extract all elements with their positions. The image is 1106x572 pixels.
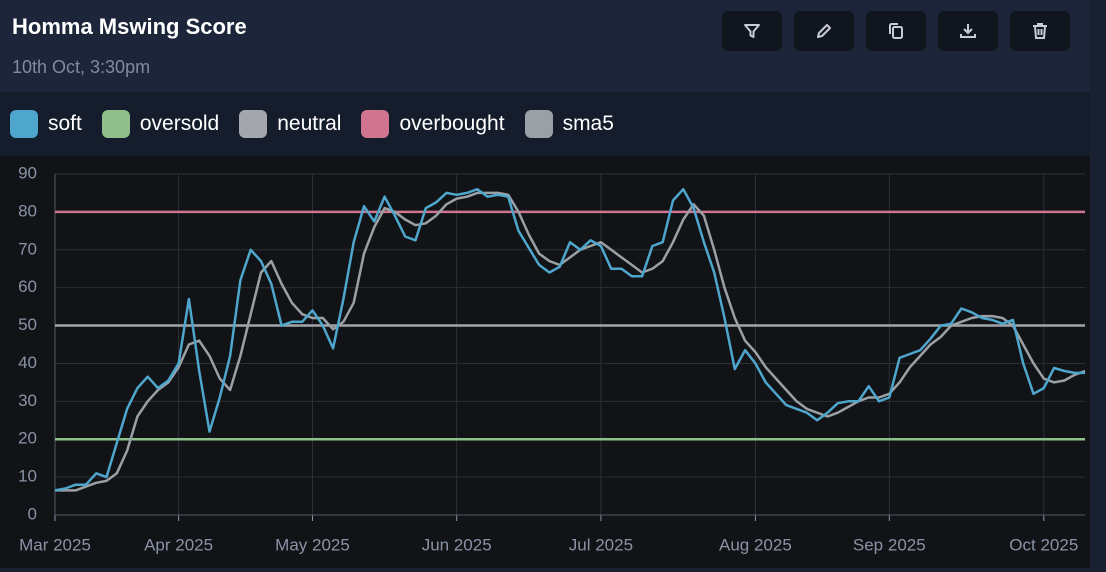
subtitle: 10th Oct, 3:30pm	[12, 57, 151, 77]
x-tick-label: Apr 2025	[144, 535, 213, 554]
x-tick-label: Jun 2025	[422, 535, 492, 554]
legend-label: neutral	[277, 112, 342, 135]
series-line	[55, 191, 1086, 492]
y-tick-label: 30	[18, 391, 37, 410]
series-line	[54, 187, 1085, 492]
filter-button[interactable]	[722, 11, 782, 51]
y-tick-label: 40	[18, 353, 37, 372]
chart: 0 10 20 30 40 50 60 70 80 90 Mar 2025 Apr 2025 May 2…	[0, 156, 1090, 568]
edit-button[interactable]	[794, 11, 854, 51]
delete-button[interactable]	[1010, 11, 1070, 51]
x-tick-label: Oct 2025	[1009, 535, 1078, 554]
legend-label: oversold	[139, 112, 220, 135]
y-tick-label: 50	[18, 315, 37, 334]
copy-icon	[889, 23, 903, 39]
y-tick-label: 0	[28, 504, 37, 523]
download-button[interactable]	[938, 11, 998, 51]
x-tick-label: Mar 2025	[19, 535, 91, 554]
x-tick-label: Sep 2025	[853, 535, 926, 554]
plot-background	[0, 156, 1090, 568]
header: Homma Mswing Score 10th Oct, 3:30pm	[0, 0, 1090, 92]
x-tick-label: Aug 2025	[719, 535, 792, 554]
legend-item[interactable]: sma5	[524, 110, 614, 138]
x-tick-label: May 2025	[275, 535, 350, 554]
legend-label: overbought	[399, 112, 505, 135]
legend-label: soft	[48, 112, 82, 135]
legend-swatch	[361, 110, 390, 138]
y-tick-label: 20	[18, 429, 37, 448]
legend-item[interactable]: oversold	[101, 110, 220, 138]
legend-swatch	[10, 110, 38, 138]
delete-icon	[1033, 23, 1047, 39]
copy-button[interactable]	[866, 11, 926, 51]
title: Homma Mswing Score	[12, 14, 247, 39]
edit-icon	[817, 24, 831, 38]
y-tick-label: 60	[18, 277, 37, 296]
y-tick-label: 90	[18, 163, 37, 182]
y-tick-label: 10	[18, 467, 37, 486]
y-tick-label: 70	[18, 239, 37, 258]
legend: soft oversold neutral overbought sma5	[0, 92, 1090, 156]
legend-swatch	[524, 110, 553, 138]
legend-item[interactable]: soft	[10, 110, 82, 138]
filter-icon	[744, 24, 760, 38]
x-tick-label: Jul 2025	[569, 535, 633, 554]
legend-label: sma5	[562, 112, 614, 135]
legend-item[interactable]: neutral	[239, 110, 341, 138]
y-tick-label: 80	[18, 201, 37, 220]
legend-item[interactable]: overbought	[361, 110, 505, 138]
legend-swatch	[101, 110, 130, 138]
download-icon	[960, 24, 976, 38]
legend-swatch	[239, 110, 268, 138]
